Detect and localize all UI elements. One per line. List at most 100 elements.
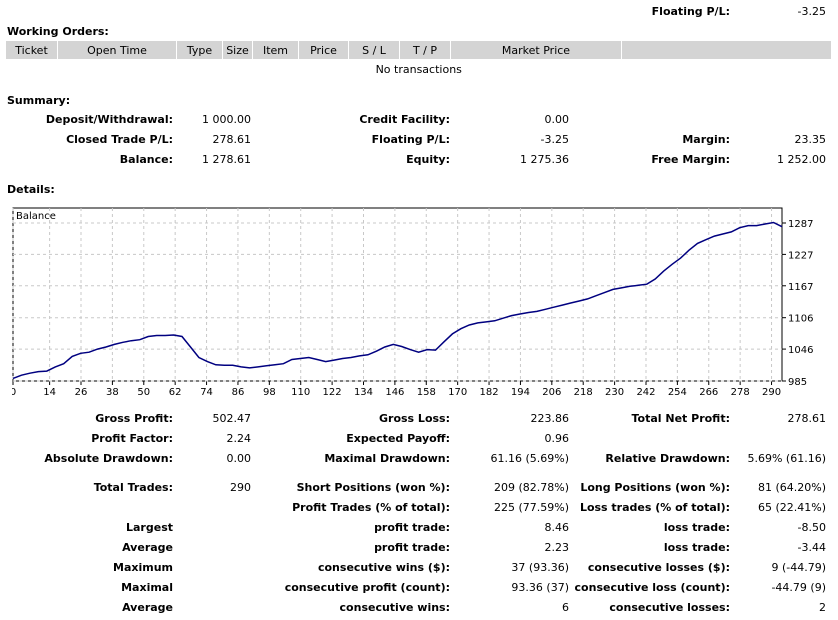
stats-row: Absolute Drawdown: 0.00 Maximal Drawdown…: [0, 452, 838, 468]
stats-value: -44.79 (9): [771, 581, 826, 594]
summary-label: Balance:: [119, 153, 173, 166]
orders-empty-row: No transactions: [6, 59, 832, 79]
y-tick-label: 1106: [788, 314, 813, 325]
stats-label: Maximal: [121, 581, 173, 594]
summary-row: Deposit/Withdrawal: 1 000.00 Credit Faci…: [0, 113, 838, 129]
summary-value: 1 000.00: [202, 113, 251, 126]
x-tick-label: 14: [43, 387, 56, 398]
stats-value: 5.69% (61.16): [747, 452, 826, 465]
x-tick-label: 62: [169, 387, 182, 398]
x-tick-label: 266: [699, 387, 718, 398]
stats-label: Long Positions (won %):: [580, 481, 730, 494]
stats-value: 2.23: [544, 541, 570, 554]
stats-label: Average: [122, 541, 173, 554]
chart-title: Balance: [16, 211, 56, 222]
summary-title: Summary:: [7, 94, 71, 107]
x-tick-label: 38: [106, 387, 119, 398]
x-tick-label: 278: [731, 387, 750, 398]
stats-label: consecutive wins ($):: [317, 561, 450, 574]
summary-label: Deposit/Withdrawal:: [45, 113, 173, 126]
col-tp[interactable]: T / P: [399, 41, 451, 59]
plot-frame: [12, 207, 783, 382]
orders-header-row: Ticket Open Time Type Size Item Price S …: [6, 41, 832, 59]
col-item[interactable]: Item: [252, 41, 299, 59]
stats-row: Profit Factor: 2.24 Expected Payoff: 0.9…: [0, 432, 838, 448]
summary-value: 1 252.00: [777, 153, 826, 166]
x-tick-label: 50: [137, 387, 150, 398]
stats-value: 9 (-44.79): [771, 561, 826, 574]
col-size[interactable]: Size: [222, 41, 253, 59]
col-open-time[interactable]: Open Time: [57, 41, 177, 59]
stats-label: Gross Profit:: [95, 412, 173, 425]
x-tick-label: 74: [200, 387, 213, 398]
stats-value: 209 (82.78%): [493, 481, 569, 494]
stats-label: profit trade:: [374, 521, 450, 534]
y-tick-label: 1167: [788, 282, 813, 293]
x-tick-label: 134: [354, 387, 373, 398]
stats-row: Total Trades: 290 Short Positions (won %…: [0, 481, 838, 497]
x-tick-label: 170: [448, 387, 467, 398]
summary-label: Floating P/L:: [371, 133, 450, 146]
series-line-balance: [12, 221, 783, 380]
no-transactions-text: No transactions: [375, 62, 462, 76]
stats-row: Maximal consecutive profit (count): 93.3…: [0, 581, 838, 597]
col-extra: [621, 41, 832, 59]
floating-top-value: -3.25: [797, 5, 826, 18]
x-tick-label: 146: [385, 387, 404, 398]
stats-label: Maximal Drawdown:: [324, 452, 450, 465]
x-tick-label: 230: [605, 387, 624, 398]
y-tick-label: 1227: [788, 250, 813, 261]
stats-value: 223.86: [530, 412, 570, 425]
x-tick-label: 158: [417, 387, 436, 398]
stats-label: Total Net Profit:: [631, 412, 731, 425]
x-tick-label: 0: [12, 387, 16, 398]
stats-row: Maximum consecutive wins ($): 37 (93.36)…: [0, 561, 838, 577]
stats-label: profit trade:: [374, 541, 450, 554]
stats-value: -8.50: [797, 521, 826, 534]
stats-value: 81 (64.20%): [757, 481, 826, 494]
stats-row: Profit Trades (% of total): 225 (77.59%)…: [0, 501, 838, 517]
stats-row: Largest profit trade: 8.46 loss trade: -…: [0, 521, 838, 537]
summary-row: Balance: 1 278.61 Equity: 1 275.36 Free …: [0, 153, 838, 169]
stats-label: Loss trades (% of total):: [579, 501, 730, 514]
x-tick-label: 86: [232, 387, 245, 398]
stats-value: 225 (77.59%): [493, 501, 569, 514]
stats-value: 37 (93.36): [511, 561, 569, 574]
stats-value: 65 (22.41%): [757, 501, 826, 514]
stats-value: 2: [819, 601, 826, 614]
x-tick-label: 218: [574, 387, 593, 398]
stats-value: 290: [230, 481, 251, 494]
x-tick-label: 98: [263, 387, 276, 398]
col-type[interactable]: Type: [176, 41, 223, 59]
col-ticket[interactable]: Ticket: [6, 41, 58, 59]
stats-label: consecutive losses:: [609, 601, 730, 614]
x-tick-label: 122: [323, 387, 342, 398]
stats-label: Expected Payoff:: [346, 432, 450, 445]
summary-value: 278.61: [212, 133, 252, 146]
stats-label: Total Trades:: [93, 481, 173, 494]
stats-label: Gross Loss:: [379, 412, 450, 425]
stats-label: Largest: [126, 521, 173, 534]
col-sl[interactable]: S / L: [348, 41, 400, 59]
summary-value: 0.00: [544, 113, 570, 126]
summary-label: Closed Trade P/L:: [66, 133, 173, 146]
working-orders-title: Working Orders:: [7, 25, 109, 38]
stats-label: consecutive losses ($):: [587, 561, 730, 574]
x-tick-label: 110: [291, 387, 310, 398]
balance-chart: 0 14 26 38 50 62 74 86 98 110 122 134 146 158 170 182 19…: [12, 207, 813, 398]
stats-value: 6: [562, 601, 569, 614]
col-price[interactable]: Price: [298, 41, 349, 59]
stats-value: 93.36 (37): [511, 581, 569, 594]
stats-label: Absolute Drawdown:: [44, 452, 173, 465]
y-tick-label: 1287: [788, 219, 813, 230]
summary-value: 1 275.36: [520, 153, 569, 166]
x-tick-label: 26: [75, 387, 88, 398]
col-market-price[interactable]: Market Price: [450, 41, 622, 59]
summary-value: -3.25: [540, 133, 569, 146]
x-tick-label: 290: [762, 387, 781, 398]
stats-label: loss trade:: [663, 541, 730, 554]
stats-row: Average consecutive wins: 6 consecutive …: [0, 601, 838, 617]
x-tick-label: 242: [636, 387, 655, 398]
floating-top-label: Floating P/L:: [651, 5, 730, 18]
stats-label: consecutive profit (count):: [284, 581, 450, 594]
